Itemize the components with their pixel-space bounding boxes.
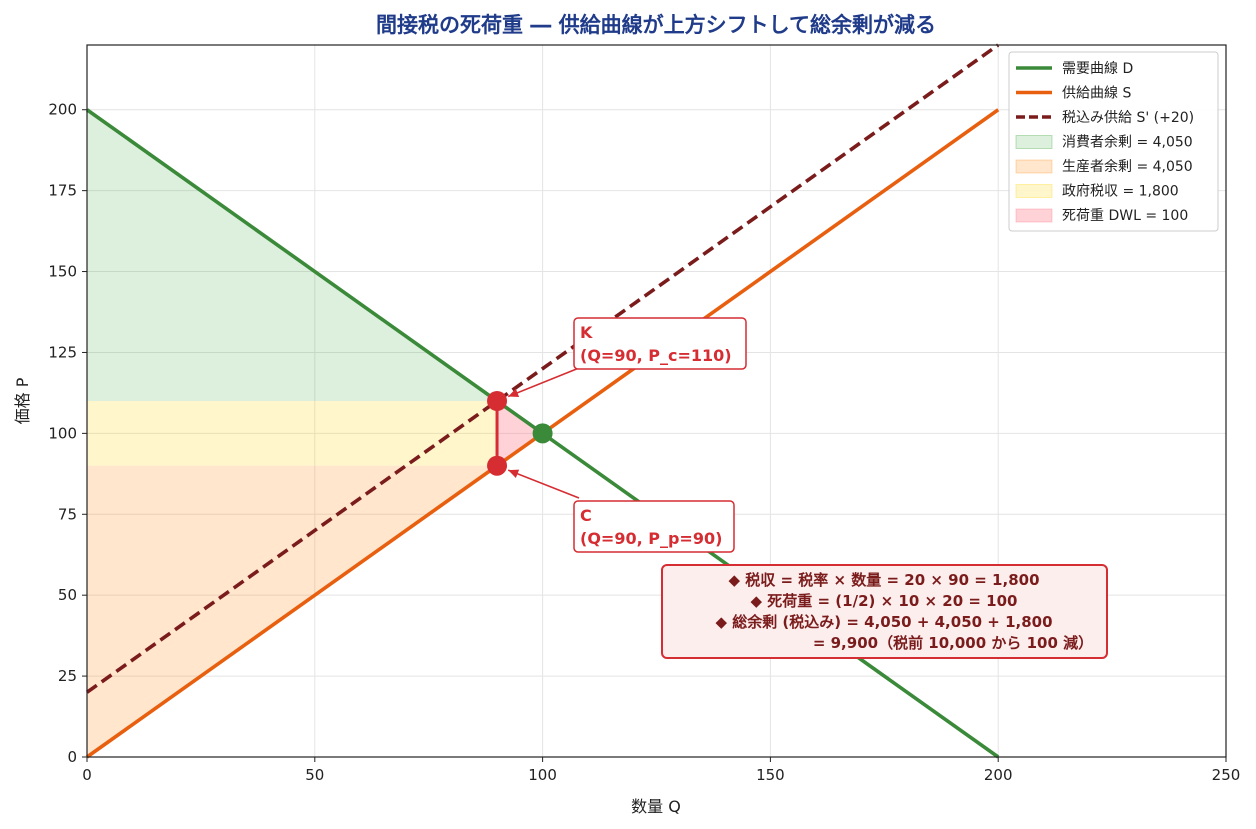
x-tick-label: 0 (82, 766, 92, 784)
legend-frame (1008, 51, 1219, 232)
y-tick-label: 125 (48, 343, 77, 361)
legend-label: 死荷重 DWL = 100 (1062, 208, 1188, 224)
x-tick-label: 100 (528, 766, 557, 784)
annotation-text-c: (Q=90, P_p=90) (580, 529, 722, 548)
legend-swatch (1015, 135, 1053, 149)
series-taxed-supply (85, 43, 1000, 694)
x-tick-label: 150 (756, 766, 785, 784)
y-axis-label: 価格 P (13, 377, 32, 424)
legend-label: 税込み供給 S' (+20) (1062, 110, 1194, 126)
info-box-frame (661, 564, 1108, 659)
annotation-text-c: C (580, 506, 592, 525)
info-box-line: ◆ 税収 = 税率 × 数量 = 20 × 90 = 1,800 (728, 571, 1039, 589)
x-axis-label: 数量 Q (631, 797, 681, 816)
annotation-text-k: (Q=90, P_c=110) (580, 346, 732, 365)
y-tick-label: 200 (48, 101, 77, 119)
annotation-arrowhead-c (508, 469, 520, 478)
legend-label: 生産者余剰 = 4,050 (1062, 158, 1193, 175)
points (487, 391, 553, 476)
annotation-arrowhead-k (508, 388, 520, 397)
y-tick-label: 75 (58, 505, 77, 523)
legend-swatch (1015, 159, 1053, 174)
y-tick-label: 100 (48, 424, 77, 442)
legend-swatch (1015, 208, 1053, 223)
legend-label: 需要曲線 D (1062, 61, 1133, 77)
info-box-line: = 9,900（税前 10,000 から 100 減） (813, 634, 1093, 652)
y-tick-label: 150 (48, 263, 77, 281)
annotation-arrow-c (507, 469, 580, 499)
point-e (532, 423, 553, 444)
y-tick-label: 25 (58, 667, 77, 685)
area-producer-surplus (87, 465, 498, 757)
legend-label: 政府税収 = 1,800 (1062, 184, 1179, 200)
point-k (487, 391, 508, 411)
legend-swatch (1015, 184, 1053, 198)
annotation-arrow-k (507, 367, 580, 398)
y-tick-label: 50 (58, 586, 77, 604)
legend-label: 供給曲線 S (1062, 86, 1131, 102)
info-box: ◆ 税収 = 税率 × 数量 = 20 × 90 = 1,800 ◆ 死荷重 = … (661, 564, 1108, 659)
axis-ticks: 0 50 100 150 200 250 0 25 50 75 100 125 150 175 200 (48, 101, 1240, 784)
annotation-box-k (573, 317, 747, 370)
area-deadweight-loss (497, 401, 543, 466)
info-box-line: ◆ 総余剰 (税込み) = 4,050 + 4,050 + 1,800 (715, 613, 1052, 631)
info-box-line: ◆ 死荷重 = (1/2) × 10 × 20 = 100 (751, 592, 1018, 610)
plot-frame (86, 44, 1227, 758)
area-government-revenue (87, 401, 498, 466)
x-tick-label: 250 (1212, 766, 1241, 784)
x-tick-label: 200 (984, 766, 1013, 784)
legend-label: 消費者余剰 = 4,050 (1062, 134, 1193, 151)
y-tick-label: 175 (48, 182, 77, 200)
annotation-box-c (573, 500, 735, 553)
x-tick-label: 50 (305, 766, 324, 784)
legend: 需要曲線 D 供給曲線 S 税込み供給 S' (+20) 消費者余剰 = 4,050 生… (1008, 51, 1219, 232)
annotation-text-k: K (580, 323, 593, 342)
point-c (487, 455, 508, 476)
chart-title: 間接税の死荷重 ― 供給曲線が上方シフトして総余剰が減る (376, 13, 936, 37)
y-tick-label: 0 (67, 748, 77, 766)
annotations: K (Q=90, P_c=110) C (Q=90, P_p=90) (507, 317, 747, 553)
